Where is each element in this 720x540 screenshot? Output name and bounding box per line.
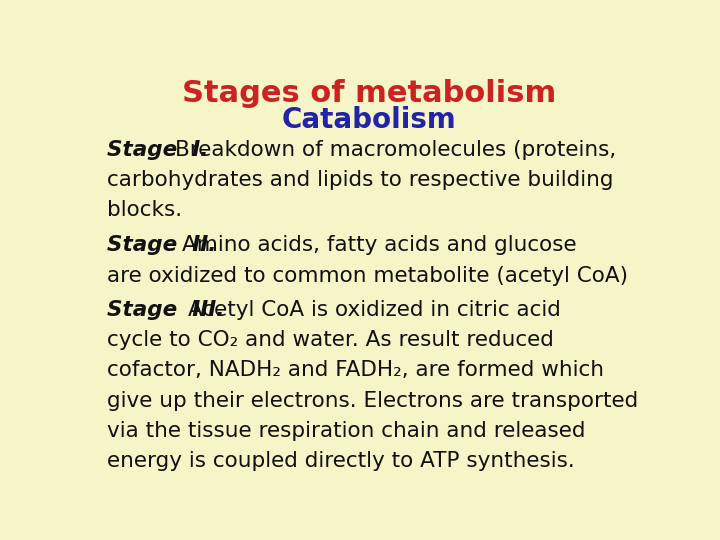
Text: Catabolism: Catabolism — [282, 106, 456, 134]
Text: energy is coupled directly to ATP synthesis.: energy is coupled directly to ATP synthe… — [107, 451, 575, 471]
Text: Amino acids, fatty acids and glucose: Amino acids, fatty acids and glucose — [181, 235, 576, 255]
Text: give up their electrons. Electrons are transported: give up their electrons. Electrons are t… — [107, 391, 638, 411]
Text: Stage  II.: Stage II. — [107, 235, 224, 255]
Text: cofactor, NADH₂ and FADH₂, are formed which: cofactor, NADH₂ and FADH₂, are formed wh… — [107, 360, 604, 381]
Text: Stage  III.: Stage III. — [107, 300, 232, 320]
Text: Acetyl CoA is oxidized in citric acid: Acetyl CoA is oxidized in citric acid — [189, 300, 562, 320]
Text: Breakdown of macromolecules (proteins,: Breakdown of macromolecules (proteins, — [175, 140, 616, 160]
Text: cycle to CO₂ and water. As result reduced: cycle to CO₂ and water. As result reduce… — [107, 330, 554, 350]
Text: via the tissue respiration chain and released: via the tissue respiration chain and rel… — [107, 421, 585, 441]
Text: carbohydrates and lipids to respective building: carbohydrates and lipids to respective b… — [107, 170, 613, 190]
Text: Stages of metabolism: Stages of metabolism — [182, 79, 556, 109]
Text: Stage  I.: Stage I. — [107, 140, 215, 160]
Text: blocks.: blocks. — [107, 200, 182, 220]
Text: are oxidized to common metabolite (acetyl CoA): are oxidized to common metabolite (acety… — [107, 266, 628, 286]
